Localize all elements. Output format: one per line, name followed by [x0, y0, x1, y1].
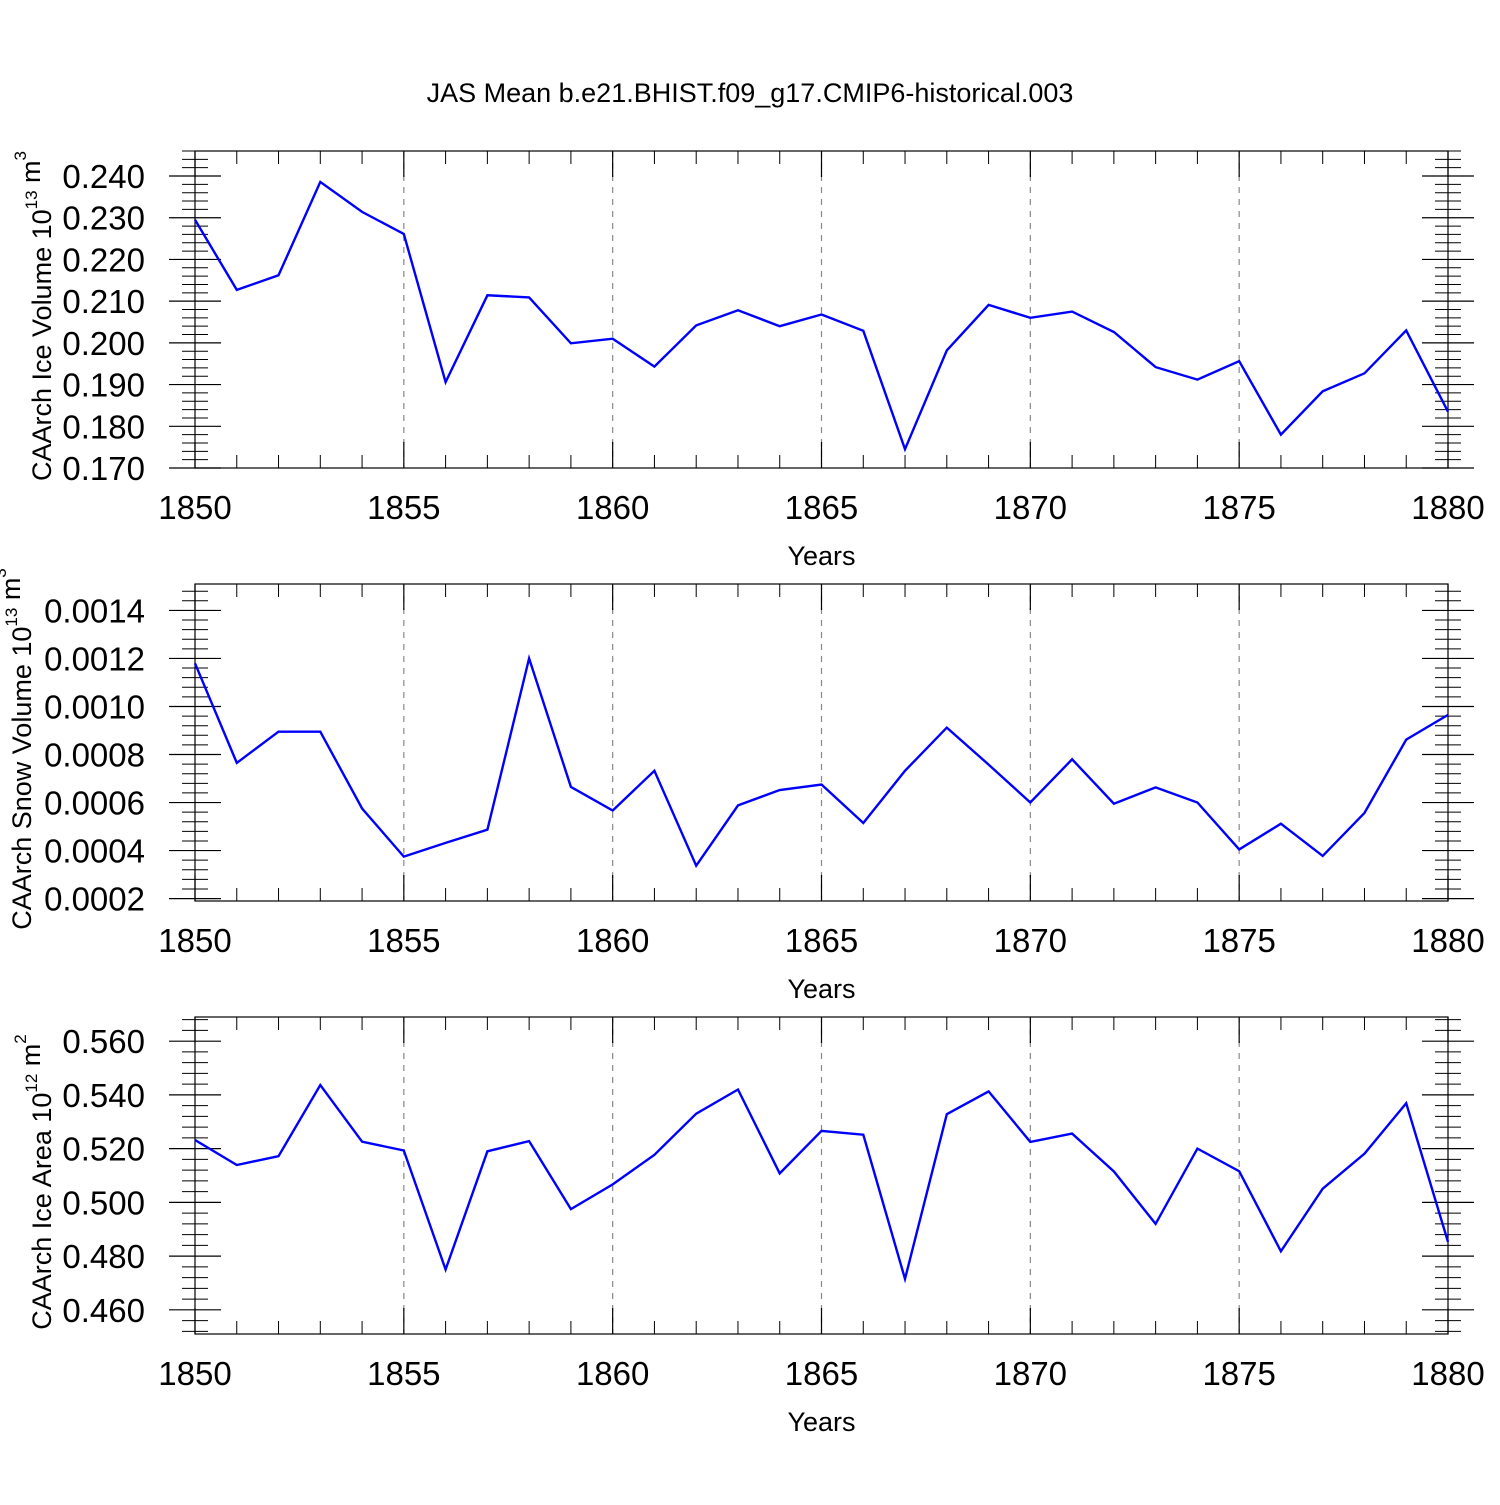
- x-tick-label: 1865: [785, 489, 858, 526]
- y-tick-label: 0.480: [62, 1238, 145, 1275]
- y-axis-label-text: m: [16, 160, 46, 190]
- y-tick-label: 0.0004: [44, 833, 145, 870]
- y-axis-label: CAArch Ice Area 1012 m2: [11, 1034, 58, 1330]
- y-tick-label: 0.230: [62, 200, 145, 237]
- x-tick-label: 1860: [576, 1355, 649, 1392]
- x-tick-label: 1860: [576, 922, 649, 959]
- x-tick-label: 1870: [994, 1355, 1067, 1392]
- x-tick-label: 1850: [158, 1355, 231, 1392]
- x-tick-label: 1880: [1411, 489, 1484, 526]
- x-tick-label: 1865: [785, 1355, 858, 1392]
- y-axis-label-superscript: 3: [0, 568, 10, 577]
- y-axis-label: CAArch Ice Volume 1013 m3: [11, 151, 58, 481]
- y-axis-label: CAArch Snow Volume 1013 m3: [0, 568, 37, 930]
- y-tick-label: 0.560: [62, 1023, 145, 1060]
- x-tick-label: 1875: [1202, 922, 1275, 959]
- y-tick-label: 0.200: [62, 325, 145, 362]
- x-tick-label: 1865: [785, 922, 858, 959]
- y-tick-label: 0.190: [62, 367, 145, 404]
- x-tick-label: 1875: [1202, 1355, 1275, 1392]
- y-tick-label: 0.0006: [44, 785, 145, 822]
- x-tick-label: 1875: [1202, 489, 1275, 526]
- y-axis-label-text: CAArch Ice Area 10: [27, 1093, 57, 1330]
- x-tick-label: 1855: [367, 922, 440, 959]
- x-tick-label: 1855: [367, 1355, 440, 1392]
- y-tick-label: 0.180: [62, 408, 145, 445]
- y-axis-label-superscript: 13: [2, 608, 21, 627]
- y-axis-label-superscript: 3: [11, 151, 30, 160]
- y-axis-label-text: m: [0, 578, 26, 608]
- x-axis-label: Years: [787, 541, 855, 571]
- y-tick-label: 0.220: [62, 241, 145, 278]
- y-tick-label: 0.0008: [44, 737, 145, 774]
- y-tick-label: 0.240: [62, 158, 145, 195]
- y-tick-label: 0.0010: [44, 688, 145, 725]
- y-tick-label: 0.210: [62, 283, 145, 320]
- x-tick-label: 1880: [1411, 922, 1484, 959]
- figure-title: JAS Mean b.e21.BHIST.f09_g17.CMIP6-histo…: [426, 78, 1074, 108]
- y-axis-label-superscript: 2: [11, 1034, 30, 1043]
- y-axis-label-superscript: 13: [22, 190, 41, 209]
- y-axis-label-text: CAArch Snow Volume 10: [7, 627, 37, 930]
- y-tick-label: 0.460: [62, 1292, 145, 1329]
- x-tick-label: 1855: [367, 489, 440, 526]
- x-axis-label: Years: [787, 1407, 855, 1437]
- x-tick-label: 1870: [994, 922, 1067, 959]
- y-tick-label: 0.170: [62, 450, 145, 487]
- y-tick-label: 0.500: [62, 1184, 145, 1221]
- y-tick-label: 0.0002: [44, 881, 145, 918]
- x-tick-label: 1870: [994, 489, 1067, 526]
- series-line: [194, 1082, 1450, 1284]
- x-tick-label: 1850: [158, 922, 231, 959]
- x-tick-label: 1880: [1411, 1355, 1484, 1392]
- series-line: [193, 654, 1449, 869]
- y-tick-label: 0.0014: [44, 592, 145, 629]
- y-axis-label-text: CAArch Ice Volume 10: [27, 209, 57, 481]
- y-tick-label: 0.0012: [44, 640, 145, 677]
- x-tick-label: 1850: [158, 489, 231, 526]
- y-tick-label: 0.540: [62, 1077, 145, 1114]
- y-axis-label-text: m: [16, 1044, 46, 1074]
- series-line: [193, 180, 1450, 453]
- y-tick-label: 0.520: [62, 1131, 145, 1168]
- x-tick-label: 1860: [576, 489, 649, 526]
- y-axis-label-superscript: 12: [22, 1074, 41, 1093]
- x-axis-label: Years: [787, 974, 855, 1004]
